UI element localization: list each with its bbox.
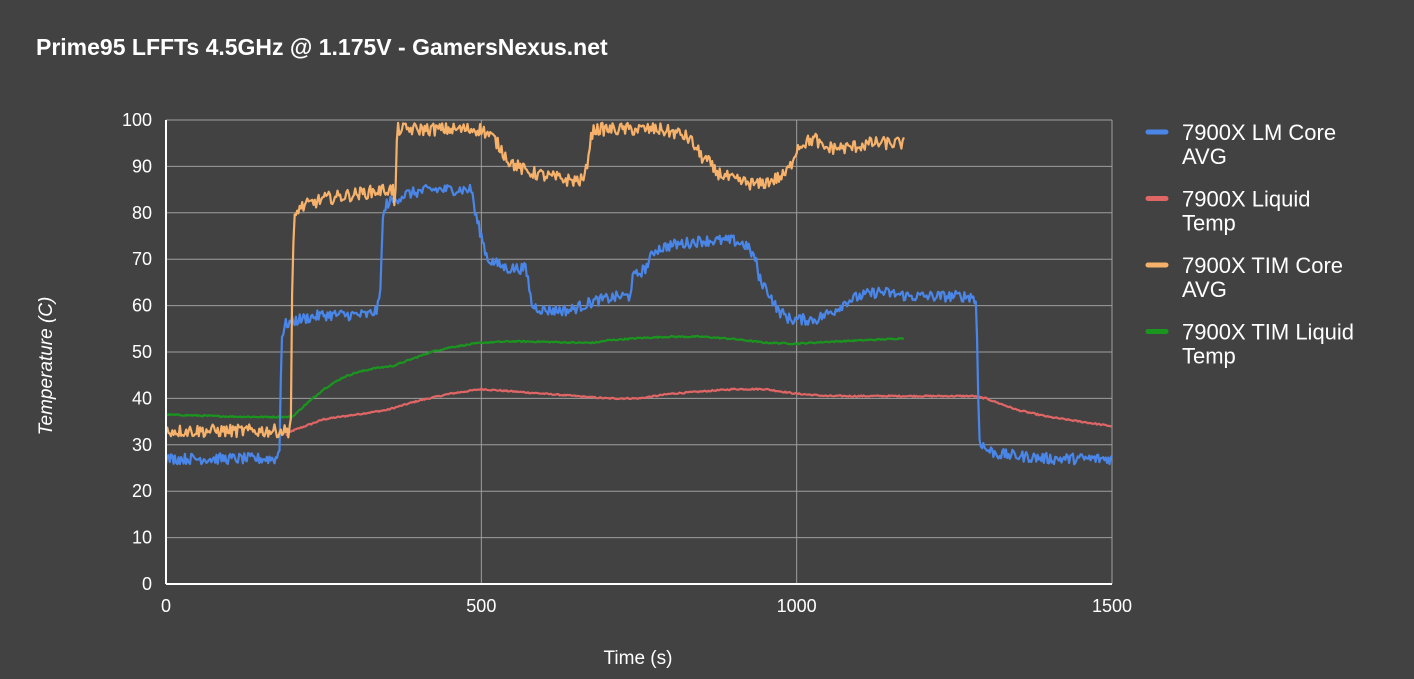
legend-label: 7900X TIM Liquid Temp [1182, 320, 1354, 369]
y-tick-label: 30 [132, 435, 152, 455]
series-line [165, 334, 904, 419]
y-tick-label: 10 [132, 528, 152, 548]
legend-item: 7900X LM Core AVG [1145, 120, 1336, 169]
legend-item: 7900X TIM Liquid Temp [1145, 320, 1354, 369]
legend-item: 7900X Liquid Temp [1145, 187, 1310, 236]
series-line [285, 387, 1112, 437]
grid [166, 119, 1113, 584]
x-tick-label: 1000 [777, 596, 817, 616]
legend-label: 7900X Liquid Temp [1182, 187, 1310, 236]
series-lines [164, 121, 1113, 466]
y-tick-label: 80 [132, 203, 152, 223]
series-line [164, 183, 1113, 466]
y-tick-label: 0 [142, 574, 152, 594]
legend-label: 7900X TIM Core AVG [1182, 253, 1343, 302]
x-tick-label: 1500 [1092, 596, 1132, 616]
y-tick-label: 100 [122, 110, 152, 130]
x-tick-label: 500 [466, 596, 496, 616]
x-axis-title: Time (s) [604, 648, 673, 669]
y-tick-label: 70 [132, 249, 152, 269]
series-line [164, 121, 905, 439]
legend-item: 7900X TIM Core AVG [1145, 253, 1343, 302]
y-tick-label: 20 [132, 481, 152, 501]
chart-title: Prime95 LFFTs 4.5GHz @ 1.175V - GamersNe… [36, 34, 608, 60]
y-tick-label: 90 [132, 156, 152, 176]
legend: 7900X LM Core AVG 7900X Liquid Temp 7900X TI… [1145, 120, 1354, 369]
legend-label: 7900X LM Core AVG [1182, 120, 1336, 169]
y-tick-label: 50 [132, 342, 152, 362]
y-axis-title: Temperature (C) [36, 297, 57, 436]
y-tick-label: 60 [132, 296, 152, 316]
y-tick-label: 40 [132, 388, 152, 408]
x-tick-label: 0 [161, 596, 171, 616]
